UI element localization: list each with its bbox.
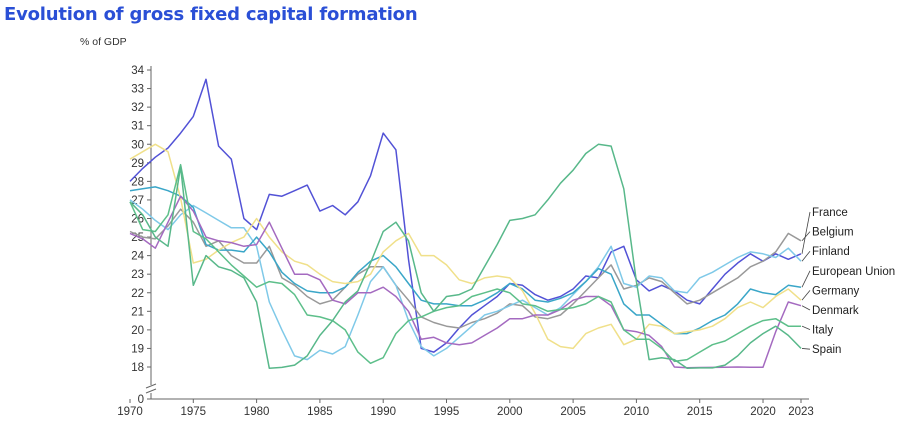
y-axis-title: % of GDP xyxy=(80,36,127,48)
x-tick-label: 1985 xyxy=(307,406,333,418)
series-label-finland: Finland xyxy=(812,246,850,258)
series-label-spain: Spain xyxy=(812,344,841,356)
series-label-denmark: Denmark xyxy=(812,305,859,317)
y-tick-label: 21 xyxy=(131,306,144,318)
series-line-finland xyxy=(129,199,802,361)
y-tick-label: 0 xyxy=(138,394,144,406)
leader-line-france xyxy=(801,211,811,254)
series-line-belgium xyxy=(129,208,802,329)
series-label-germany: Germany xyxy=(812,285,860,297)
x-tick-label: 1975 xyxy=(181,406,207,418)
x-tick-label: 2000 xyxy=(497,406,523,418)
y-tick-label: 24 xyxy=(131,251,144,263)
x-tick-label: 1970 xyxy=(117,406,143,418)
leader-line-germany xyxy=(801,290,811,301)
chart-title: Evolution of gross fixed capital formati… xyxy=(4,4,418,25)
series-line-france xyxy=(129,78,802,353)
series-label-france: France xyxy=(812,207,848,219)
y-tick-label: 34 xyxy=(131,65,144,77)
leader-line-italy xyxy=(801,325,811,330)
y-tick-label: 33 xyxy=(131,84,144,96)
y-tick-label: 18 xyxy=(131,362,144,374)
series-line-spain xyxy=(129,143,802,369)
x-tick-label: 1990 xyxy=(370,406,396,418)
leader-line-european-union xyxy=(801,270,811,288)
leader-line-belgium xyxy=(801,231,811,242)
y-tick-label: 20 xyxy=(131,325,144,337)
y-tick-label: 23 xyxy=(131,269,144,281)
x-tick-label: 2015 xyxy=(687,406,713,418)
series-line-european-union xyxy=(129,186,802,335)
x-tick-label: 1995 xyxy=(434,406,460,418)
x-tick-label: 2010 xyxy=(624,406,650,418)
y-tick-label: 28 xyxy=(131,176,144,188)
x-tick-label: 2020 xyxy=(750,406,776,418)
leader-line-denmark xyxy=(801,305,811,311)
leader-line-spain xyxy=(801,348,811,350)
leader-line-finland xyxy=(801,250,811,262)
y-tick-label: 30 xyxy=(131,139,144,151)
series-label-belgium: Belgium xyxy=(812,227,854,239)
series-line-germany xyxy=(129,143,802,350)
series-line-italy xyxy=(129,163,801,365)
y-tick-label: 32 xyxy=(131,102,144,114)
y-tick-label: 29 xyxy=(131,158,144,170)
x-tick-label: 2005 xyxy=(560,406,586,418)
x-tick-label: 2023 xyxy=(788,406,814,418)
series-label-european-union: European Union xyxy=(812,266,895,278)
axis-break-mark xyxy=(145,383,157,394)
y-tick-label: 22 xyxy=(131,288,144,300)
y-tick-label: 31 xyxy=(131,121,144,133)
y-tick-label: 19 xyxy=(131,343,144,355)
series-label-italy: Italy xyxy=(812,325,833,337)
x-tick-label: 1980 xyxy=(244,406,270,418)
